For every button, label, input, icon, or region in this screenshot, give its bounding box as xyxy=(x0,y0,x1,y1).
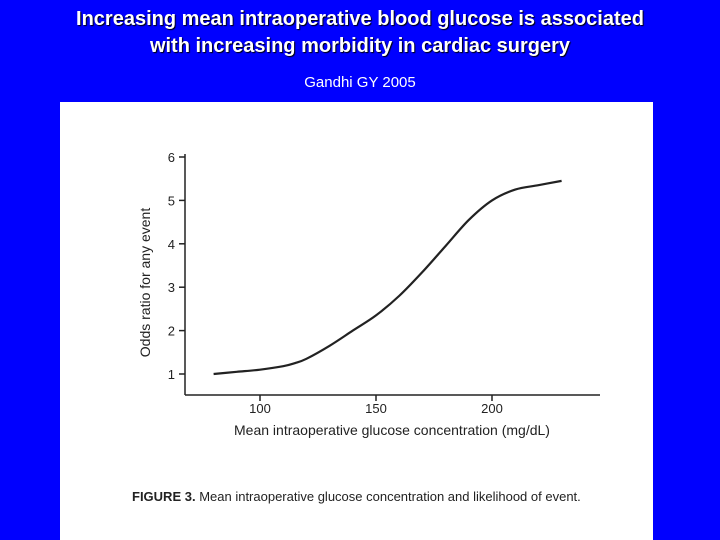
line-chart: 1 2 3 4 5 6 100 150 200 Mean intraoperative gluc… xyxy=(137,150,600,438)
figure-caption-label: FIGURE 3. xyxy=(132,489,196,504)
y-tick-label: 6 xyxy=(168,150,175,165)
y-tick-label: 5 xyxy=(168,193,175,208)
x-axis-label: Mean intraoperative glucose concentratio… xyxy=(234,422,550,438)
y-tick-label: 3 xyxy=(168,280,175,295)
chart-series xyxy=(213,179,562,376)
x-tick-label: 100 xyxy=(249,401,271,416)
figure-caption-text: Mean intraoperative glucose concentratio… xyxy=(195,489,581,504)
figure-caption: FIGURE 3. Mean intraoperative glucose co… xyxy=(132,488,632,505)
slide-title: Increasing mean intraoperative blood glu… xyxy=(0,6,720,60)
y-axis-label: Odds ratio for any event xyxy=(137,208,153,358)
series-line-0 xyxy=(213,179,562,376)
chart-ticks: 1 2 3 4 5 6 100 150 200 xyxy=(168,150,503,416)
y-tick-label: 4 xyxy=(168,237,175,252)
citation: Gandhi GY 2005 xyxy=(304,74,416,91)
slide-title-line-2: with increasing morbidity in cardiac sur… xyxy=(149,35,571,57)
y-tick-label: 2 xyxy=(168,324,175,339)
chart-axes xyxy=(184,154,600,396)
y-tick-label: 1 xyxy=(168,367,175,382)
x-tick-label: 150 xyxy=(365,401,387,416)
slide-title-line-1: Increasing mean intraoperative blood glu… xyxy=(76,8,644,30)
figure-panel: 1 2 3 4 5 6 100 150 200 Mean intraoperative gluc… xyxy=(60,102,653,540)
x-tick-label: 200 xyxy=(481,401,503,416)
